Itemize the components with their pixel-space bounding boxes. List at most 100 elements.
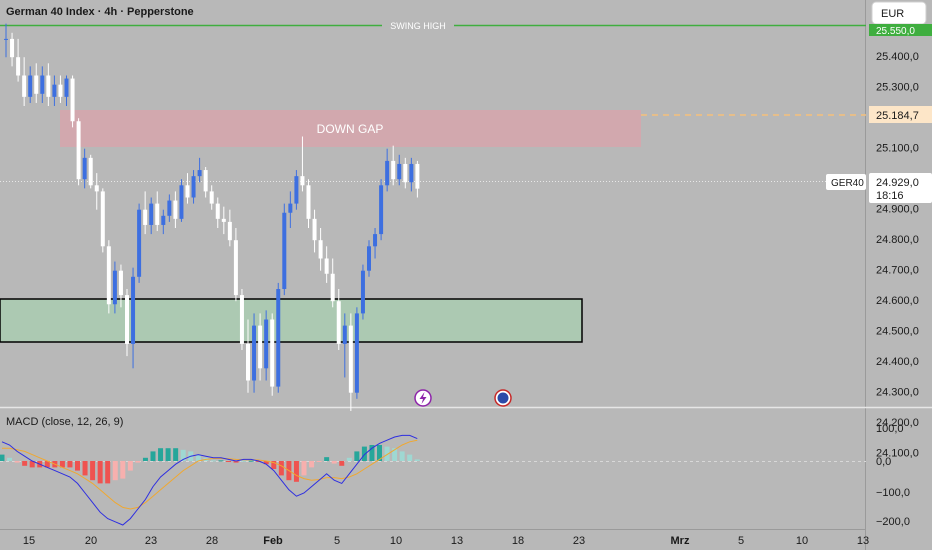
macd-hist-bar <box>392 448 398 461</box>
macd-hist-bar <box>29 461 35 468</box>
swing-high-label: SWING HIGH <box>390 21 446 31</box>
candle-body <box>294 176 299 204</box>
macd-hist-bar <box>44 461 50 468</box>
candle-body <box>137 209 142 277</box>
price-tick-label: 25.300,0 <box>876 82 919 94</box>
macd-hist-bar <box>309 461 315 468</box>
time-axis-labels[interactable]: 15 20 23 28 Feb 5 10 13 18 23 Mrz 5 10 13 <box>23 535 869 547</box>
price-tick-label: 24.900,0 <box>876 204 919 216</box>
macd-hist-bar <box>241 460 247 462</box>
macd-hist-bar <box>135 461 141 463</box>
macd-line <box>1 434 418 526</box>
candle-body <box>100 191 105 247</box>
down-gap-zone[interactable] <box>60 110 641 147</box>
candle-body <box>10 38 15 58</box>
swing-high-price-tag <box>869 24 932 36</box>
macd-hist-bar <box>142 457 148 461</box>
macd-hist-bar <box>158 448 164 461</box>
price-axis-panel[interactable] <box>866 0 932 550</box>
candle-body <box>360 270 365 314</box>
candle-body <box>215 203 220 219</box>
macd-hist-bar <box>97 461 103 484</box>
macd-label[interactable]: MACD (close, 12, 26, 9) <box>6 416 123 428</box>
macd-histogram <box>0 445 420 484</box>
candle-body <box>233 240 238 296</box>
currency-button[interactable]: EUR <box>871 1 927 25</box>
event-marker-eu[interactable] <box>494 389 512 407</box>
lightning-icon <box>419 392 427 404</box>
candle-body <box>403 163 408 183</box>
candle-body <box>312 218 317 241</box>
candle-body <box>318 240 323 259</box>
swing-high-price: 25.550,0 <box>876 26 915 37</box>
candlestick-series <box>4 23 420 411</box>
macd-hist-bar <box>248 460 254 462</box>
macd-hist-bar <box>226 461 231 462</box>
macd-axis-labels: 100,0 0,0 −100,0 −200,0 <box>876 423 910 528</box>
candle-body <box>22 75 27 97</box>
macd-hist-bar <box>377 445 382 461</box>
macd-hist-bar <box>324 457 330 461</box>
event-marker-lightning[interactable] <box>414 389 432 407</box>
macd-hist-bar <box>331 461 337 464</box>
macd-hist-bar <box>271 461 277 469</box>
macd-hist-bar <box>105 461 111 484</box>
time-tick-label: Mrz <box>671 535 690 547</box>
candle-body <box>270 319 275 387</box>
candle-body <box>149 203 154 225</box>
candle-body <box>4 38 8 40</box>
macd-hist-bar <box>384 446 390 461</box>
time-tick-label: 5 <box>738 535 744 547</box>
flag-eu-icon <box>497 392 509 404</box>
time-tick-label: 13 <box>451 535 463 547</box>
candle-body <box>179 185 184 219</box>
macd-hist-bar <box>316 461 322 462</box>
candle-body <box>161 215 166 225</box>
candle-body <box>16 57 21 76</box>
macd-hist-bar <box>90 461 96 481</box>
candle-body <box>118 270 123 296</box>
macd-tick-label: 100,0 <box>876 423 904 435</box>
macd-hist-bar <box>67 461 73 468</box>
price-tick-label: 25.400,0 <box>876 51 919 63</box>
candle-body <box>282 212 287 289</box>
time-tick-label: 20 <box>85 535 97 547</box>
candle-body <box>288 203 293 213</box>
macd-tick-label: 0,0 <box>876 456 891 468</box>
time-tick-label: 23 <box>145 535 157 547</box>
candle-body <box>264 319 269 369</box>
demand-zone[interactable] <box>0 298 583 343</box>
time-tick-label: 10 <box>390 535 402 547</box>
candle-body <box>46 75 51 97</box>
macd-hist-bar <box>369 445 375 461</box>
candle-body <box>324 258 329 274</box>
candle-body <box>106 246 111 305</box>
candle-body <box>354 313 359 393</box>
candle-body <box>336 301 341 344</box>
countdown-value: 18:16 <box>876 190 904 202</box>
last-price-value: 24.929,0 <box>876 177 919 189</box>
chart-title[interactable]: German 40 Index · 4h · Pepperstone <box>6 6 194 18</box>
candle-body <box>76 121 81 180</box>
macd-tick-label: −200,0 <box>876 516 910 528</box>
candle-body <box>131 276 136 344</box>
symbol-tag <box>826 174 866 190</box>
candle-body <box>397 163 402 180</box>
candle-body <box>64 78 69 97</box>
macd-hist-bar <box>120 461 126 479</box>
time-tick-label: 18 <box>512 535 524 547</box>
macd-hist-bar <box>0 454 5 461</box>
macd-hist-bar <box>278 461 284 476</box>
candle-body <box>28 75 33 97</box>
macd-hist-bar <box>233 461 239 463</box>
candle-body <box>306 185 311 219</box>
candle-body <box>191 176 196 198</box>
macd-hist-bar <box>14 461 20 463</box>
candle-body <box>379 185 384 235</box>
dashed-level-price: 25.184,7 <box>876 110 919 122</box>
macd-hist-bar <box>346 457 352 461</box>
price-tick-label: 24.800,0 <box>876 234 919 246</box>
candle-body <box>252 325 257 381</box>
macd-hist-bar <box>218 460 224 462</box>
